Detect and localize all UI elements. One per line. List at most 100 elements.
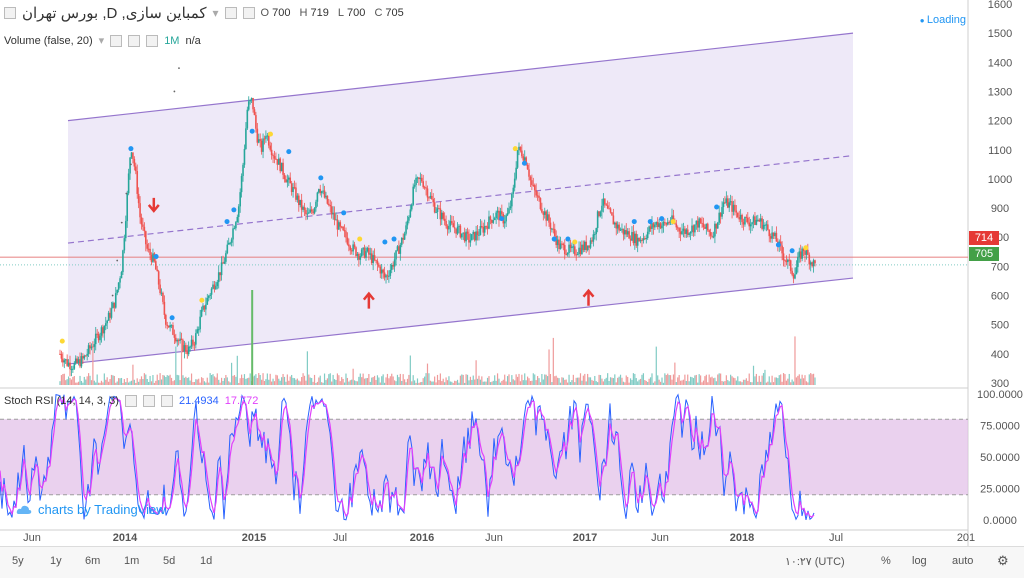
auto-toggle[interactable]: auto	[952, 555, 974, 567]
price-label-last: 705	[969, 247, 999, 261]
candle-body	[355, 247, 357, 256]
candle-body	[495, 212, 497, 219]
tradingview-brand[interactable]: charts by TradingView	[16, 502, 166, 517]
eye-icon[interactable]	[242, 7, 255, 19]
candle-body	[702, 223, 705, 228]
volume-bar	[210, 374, 213, 385]
candle-body	[801, 248, 803, 259]
rsi-axis-tick: 100.0000	[977, 389, 1023, 401]
candle-body	[764, 224, 766, 226]
signal-marker	[224, 219, 230, 225]
volume-bar	[425, 373, 427, 385]
volume-bar	[587, 373, 589, 385]
range-1m[interactable]: 1m	[124, 555, 140, 567]
volume-bar	[70, 379, 73, 385]
candle-body	[755, 219, 758, 225]
candle-body	[498, 210, 500, 221]
candle-body	[541, 209, 543, 213]
candle-body	[768, 229, 771, 237]
volume-bar	[702, 380, 705, 385]
volume-bar	[565, 379, 567, 385]
volume-title[interactable]: Volume (false, 20)	[4, 34, 93, 47]
signal-marker	[341, 210, 347, 216]
chevron-down-icon[interactable]: ▾	[212, 6, 219, 20]
volume-bar	[612, 378, 614, 385]
volume-bar	[176, 374, 178, 385]
volume-bar	[318, 377, 320, 385]
volume-bar	[208, 382, 210, 385]
eye-icon[interactable]	[124, 395, 137, 407]
volume-bar	[123, 379, 125, 385]
chevron-down-icon[interactable]: ▾	[98, 35, 105, 47]
close-icon[interactable]	[160, 395, 173, 407]
candle-body	[787, 259, 789, 263]
volume-bar	[72, 376, 74, 385]
candle-body	[292, 187, 294, 192]
close-icon[interactable]	[146, 34, 159, 47]
candle-body	[126, 193, 129, 222]
volume-bar	[651, 373, 653, 385]
range-6m[interactable]: 6m	[85, 555, 101, 567]
candle-body	[635, 233, 638, 246]
candle-body	[582, 244, 585, 250]
candle-body	[672, 215, 675, 222]
range-1d[interactable]: 1d	[200, 555, 213, 567]
volume-bar	[325, 380, 327, 385]
candle-body	[193, 344, 196, 346]
settings-icon[interactable]	[224, 7, 237, 19]
signal-marker	[714, 204, 720, 210]
candle-body	[586, 245, 589, 251]
candle-body	[811, 262, 813, 267]
candle-body	[689, 232, 692, 234]
volume-bar	[725, 375, 727, 385]
volume-bar	[255, 374, 257, 385]
candle-body	[638, 237, 640, 242]
rsi-title[interactable]: Stoch RSI (14, 14, 3, 3)	[4, 395, 119, 407]
volume-bar	[771, 375, 773, 385]
volume-bar	[426, 363, 429, 385]
candle-body	[769, 236, 772, 239]
volume-bar	[156, 374, 158, 385]
candle-body	[313, 208, 316, 214]
range-5y[interactable]: 5y	[12, 555, 24, 567]
volume-bar	[652, 382, 655, 385]
candle-body	[325, 195, 327, 198]
candle-body	[532, 184, 535, 186]
candle-body	[438, 208, 440, 210]
volume-bar	[811, 374, 813, 385]
volume-bar	[598, 374, 600, 385]
candle-body	[599, 211, 602, 216]
range-5d[interactable]: 5d	[163, 555, 176, 567]
candle-body	[558, 239, 560, 250]
volume-bar	[807, 382, 809, 385]
gear-icon[interactable]: ⚙	[997, 553, 1009, 568]
price-axis-tick: 1000	[988, 174, 1012, 186]
candle-body	[734, 204, 736, 211]
candle-body	[297, 195, 300, 206]
volume-bar	[738, 381, 740, 385]
log-toggle[interactable]: log	[912, 555, 927, 567]
candle-body	[203, 305, 206, 310]
symbol-title[interactable]: بورس تهران ,D ,کمباین سازی	[22, 5, 207, 22]
candle-body	[669, 221, 672, 223]
volume-bar	[108, 381, 110, 385]
candle-body	[455, 228, 457, 234]
candle-body	[629, 238, 632, 241]
percent-toggle[interactable]: %	[881, 555, 891, 567]
settings-icon[interactable]	[142, 395, 155, 407]
candle-body	[163, 301, 166, 315]
volume-bar	[308, 374, 310, 385]
volume-bar	[567, 382, 569, 385]
volume-bar	[229, 382, 231, 385]
volume-bar	[159, 373, 161, 385]
candle-body	[646, 231, 649, 239]
settings-icon[interactable]	[128, 34, 141, 47]
volume-bar	[372, 377, 374, 385]
eye-icon[interactable]	[110, 34, 123, 47]
range-1y[interactable]: 1y	[50, 555, 62, 567]
volume-bar	[509, 382, 512, 385]
candle-body	[213, 284, 216, 290]
menu-icon[interactable]	[4, 7, 16, 19]
